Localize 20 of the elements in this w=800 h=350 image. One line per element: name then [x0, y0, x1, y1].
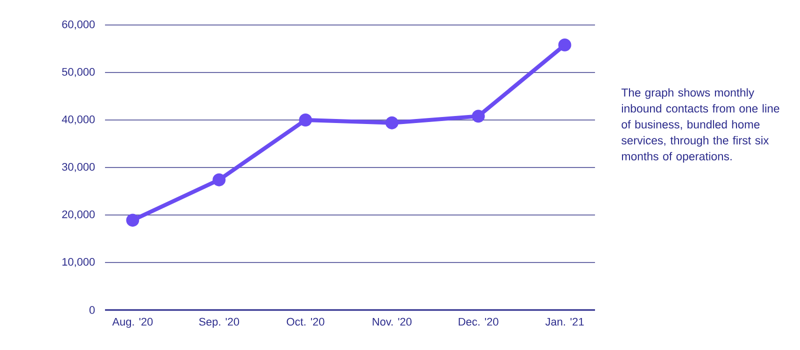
point: [126, 214, 140, 227]
y-tick-label: 10,000: [62, 258, 95, 268]
point: [558, 38, 572, 52]
y-tick-label: 0: [89, 306, 95, 314]
x-tick-label: Nov. '20: [372, 318, 412, 326]
x-tick-label: Oct. '20: [286, 318, 324, 326]
x-tick-label: Dec. '20: [458, 318, 498, 326]
y-tick-label: 60,000: [62, 20, 95, 30]
point: [212, 173, 226, 186]
text: The graph shows monthly inbound contacts from one line of business, bundled home services, through the first six months of operations.: [621, 88, 780, 163]
point: [385, 116, 398, 130]
y-tick-label: 50,000: [62, 68, 95, 78]
x-tick-label: Sep. '20: [199, 318, 240, 328]
point: [472, 110, 485, 123]
point: [299, 114, 312, 126]
y-tick-label: 20,000: [62, 210, 95, 220]
y-tick-label: 30,000: [62, 162, 95, 172]
y-tick-label: 40,000: [62, 115, 95, 125]
x-tick-label: Aug. '20: [112, 318, 153, 328]
x-tick-label: Jan. '21: [545, 318, 584, 326]
